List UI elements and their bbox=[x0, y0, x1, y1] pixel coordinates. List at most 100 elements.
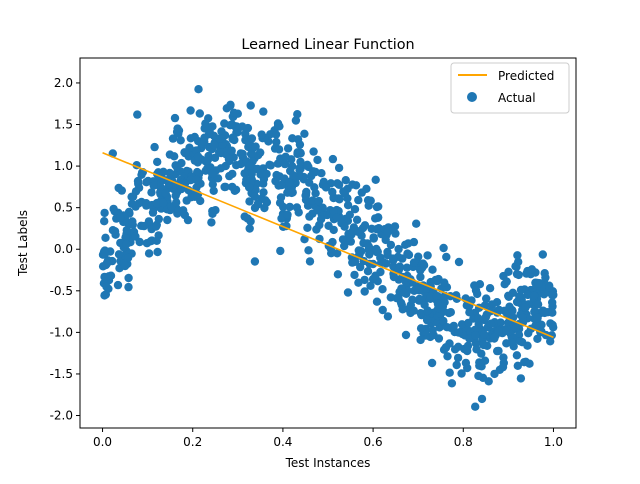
data-point bbox=[457, 320, 467, 329]
data-point bbox=[404, 239, 413, 248]
data-point bbox=[228, 169, 237, 179]
data-point bbox=[477, 394, 487, 404]
data-point bbox=[496, 318, 505, 327]
data-point bbox=[360, 287, 369, 296]
data-point bbox=[388, 254, 398, 263]
data-point bbox=[461, 358, 471, 368]
data-point bbox=[504, 267, 513, 276]
data-point bbox=[305, 212, 314, 221]
data-point bbox=[224, 154, 234, 164]
data-point bbox=[513, 251, 522, 260]
data-point bbox=[443, 352, 452, 361]
data-point bbox=[203, 164, 212, 173]
data-point bbox=[364, 242, 374, 251]
data-point bbox=[332, 213, 342, 222]
data-point bbox=[127, 199, 137, 208]
data-point bbox=[309, 147, 318, 156]
data-point bbox=[439, 243, 448, 253]
data-point bbox=[482, 294, 491, 303]
data-point bbox=[463, 341, 473, 351]
data-point bbox=[524, 329, 533, 338]
data-point bbox=[366, 196, 375, 205]
data-point bbox=[308, 196, 317, 205]
data-point bbox=[394, 244, 403, 254]
data-point bbox=[423, 251, 432, 260]
data-point bbox=[131, 232, 140, 241]
data-point bbox=[283, 144, 293, 153]
data-point bbox=[371, 214, 380, 223]
data-point bbox=[442, 252, 451, 262]
data-point bbox=[102, 259, 112, 268]
data-point bbox=[102, 282, 111, 291]
data-point bbox=[490, 332, 499, 342]
data-point bbox=[186, 106, 195, 115]
data-point bbox=[213, 174, 223, 183]
data-point bbox=[513, 361, 522, 370]
data-point bbox=[494, 326, 503, 335]
data-point bbox=[360, 221, 370, 230]
data-point bbox=[514, 257, 523, 267]
data-point bbox=[367, 224, 376, 233]
data-point bbox=[432, 276, 442, 286]
data-point bbox=[403, 249, 412, 258]
data-point bbox=[109, 204, 118, 214]
data-point bbox=[402, 263, 412, 272]
data-point bbox=[246, 149, 256, 159]
data-point bbox=[288, 188, 297, 197]
legend: Predicted Actual bbox=[450, 62, 570, 114]
data-point bbox=[354, 195, 363, 205]
data-point bbox=[372, 202, 382, 212]
data-point bbox=[209, 131, 219, 140]
data-point bbox=[245, 161, 254, 170]
data-point bbox=[416, 335, 425, 345]
data-point bbox=[354, 278, 363, 287]
data-point bbox=[381, 235, 390, 245]
data-point bbox=[171, 191, 180, 200]
x-tick-label: 0.0 bbox=[93, 435, 112, 449]
x-axis-ticks: 0.0 0.2 0.4 0.6 0.8 1.0 bbox=[93, 428, 563, 449]
data-point bbox=[240, 169, 249, 178]
y-tick-label: 0.0 bbox=[54, 242, 73, 256]
data-point bbox=[512, 351, 522, 360]
data-point bbox=[277, 180, 286, 190]
data-point bbox=[494, 305, 504, 315]
data-point bbox=[195, 109, 204, 118]
data-point bbox=[280, 159, 290, 169]
data-point bbox=[356, 262, 365, 272]
data-point bbox=[484, 377, 493, 386]
data-point bbox=[226, 121, 235, 130]
data-point bbox=[122, 240, 131, 249]
y-tick-label: 1.5 bbox=[54, 118, 73, 132]
data-point bbox=[521, 303, 530, 312]
data-point bbox=[395, 262, 404, 271]
data-point bbox=[149, 181, 158, 190]
data-point bbox=[516, 374, 526, 383]
x-tick-label: 0.4 bbox=[273, 435, 292, 449]
data-point bbox=[159, 167, 168, 176]
x-axis-label: Test Instances bbox=[285, 456, 371, 470]
data-point bbox=[454, 342, 463, 351]
data-point bbox=[244, 183, 254, 192]
data-point bbox=[301, 191, 310, 200]
data-point bbox=[172, 163, 182, 172]
chart-title: Learned Linear Function bbox=[241, 37, 414, 53]
legend-actual-label: Actual bbox=[498, 91, 536, 105]
data-point bbox=[490, 369, 499, 379]
data-point bbox=[333, 270, 343, 279]
y-tick-label: -1.5 bbox=[50, 367, 73, 381]
data-point bbox=[409, 306, 418, 315]
data-point bbox=[350, 257, 360, 266]
data-point bbox=[454, 328, 463, 337]
data-point bbox=[324, 221, 333, 230]
data-point bbox=[389, 272, 399, 282]
data-point bbox=[486, 319, 496, 328]
data-point bbox=[386, 240, 396, 250]
data-point bbox=[121, 233, 130, 242]
data-point bbox=[472, 345, 481, 354]
data-point bbox=[228, 135, 237, 144]
data-point bbox=[343, 201, 353, 210]
data-point bbox=[401, 330, 411, 340]
data-point bbox=[540, 308, 549, 318]
data-point bbox=[193, 152, 203, 161]
